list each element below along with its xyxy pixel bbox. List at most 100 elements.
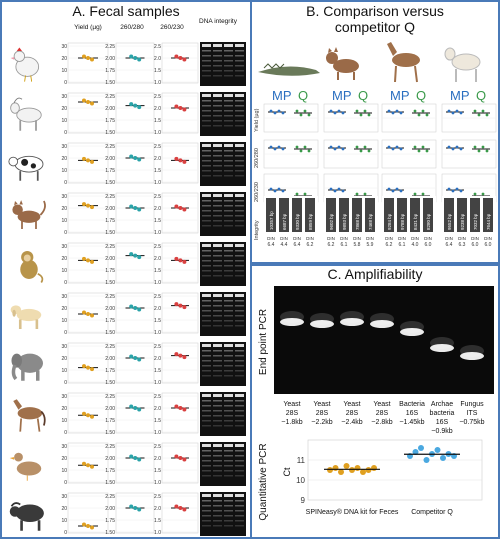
data-point	[86, 365, 90, 370]
panel-b-title-2: competitor Q	[334, 19, 416, 35]
panel-amplifiability: C. Amplifiability Yeast 28S ~1.8kb Yeast 28S…	[250, 264, 500, 539]
tick-label: 1.50	[105, 230, 115, 236]
din-value: 5.8	[354, 242, 361, 248]
lane-label: ~0.75kb	[459, 419, 484, 426]
tick-label: 2.5	[154, 244, 161, 250]
data-point	[178, 56, 183, 60]
header-260-280: 260/280	[120, 24, 144, 31]
label-mp: MP	[450, 88, 470, 103]
din-value: 6.3	[459, 242, 466, 248]
tick-label: 2.5	[154, 194, 161, 200]
din-value: 5.9	[367, 242, 374, 248]
tick-label: 20	[61, 256, 67, 262]
ratio-230-plot: 2.5 2.0 1.5 1.0	[154, 92, 199, 136]
tick-label: 1.75	[105, 468, 115, 474]
lane-label: Yeast	[343, 401, 360, 408]
tick-label: 2.00	[105, 306, 115, 312]
data-point	[86, 524, 90, 528]
yield-plot: 30 20 10 0	[61, 442, 109, 486]
data-point	[129, 454, 134, 459]
data-point	[174, 156, 179, 161]
comparison-plot	[263, 103, 319, 133]
sample-row-horse: 30 20 10 0 2.25 2.00 1.75 1.50 2.5 2.0 1.5 1.0	[2, 390, 252, 440]
tick-label: 1.5	[154, 68, 161, 74]
data-point	[174, 352, 179, 357]
tick-label: 20	[61, 356, 67, 362]
tick-label: 30	[61, 194, 67, 200]
comparison-plot	[441, 139, 497, 169]
data-point	[133, 103, 138, 108]
qpcr-label: Quantitative PCR	[258, 443, 269, 520]
tick-label: 0	[64, 180, 67, 186]
data-point	[82, 522, 86, 527]
lane-label: 28S	[316, 410, 329, 417]
ct-point	[423, 457, 430, 463]
lane-label: ITS	[467, 410, 478, 417]
lane-label: 28S	[376, 410, 389, 417]
sample-row-goat: 30 20 10 0 2.25 2.00 1.75 1.50 2.5 2.0 1.5 1.0	[2, 90, 252, 140]
tick-label: 1.75	[105, 268, 115, 274]
lane-label: ~2.2kb	[311, 419, 332, 426]
comparison-plot	[263, 139, 319, 169]
header-260-230: 260/230	[160, 24, 184, 31]
row-label: 260/230	[254, 182, 260, 202]
sample-row-monkey: 30 20 10 0 2.25 2.00 1.75 1.50 2.5 2.0 1.5 1.0	[2, 240, 252, 290]
row-plots: 30 20 10 0 2.25 2.00 1.75 1.50 2.5 2.0 1.5 1.0	[61, 442, 246, 486]
tick-label: 2.5	[154, 444, 161, 450]
yield-plot: 30 20 10 0	[61, 492, 109, 536]
row-plots: 30 20 10 0 2.25 2.00 1.75 1.50 2.5 2.0 1.5 1.0	[61, 92, 246, 136]
tick-label: 10	[61, 118, 67, 124]
comparison-plot	[381, 103, 437, 133]
data-point	[182, 107, 187, 112]
din-label: DIN	[280, 236, 288, 241]
tick-label: 10	[61, 418, 67, 424]
tick-label: 1.5	[154, 418, 161, 424]
data-point	[82, 54, 86, 59]
pcr-band	[400, 328, 424, 336]
ratio-230-plot: 2.5 2.0 1.5 1.0	[154, 442, 199, 486]
comparison-plot	[323, 103, 379, 133]
bp-label: 9238 bp	[460, 213, 465, 230]
ct-tick: 10	[296, 476, 305, 485]
tick-label: 30	[61, 244, 67, 250]
din-label: DIN	[385, 236, 393, 241]
ct-point	[412, 449, 419, 455]
ratio-230-plot: 2.5 2.0 1.5 1.0	[154, 192, 199, 236]
din-label: DIN	[293, 236, 301, 241]
ratio-230-plot: 2.5 2.0 1.5 1.0	[154, 342, 199, 386]
panel-c-title: C. Amplifiability	[327, 266, 423, 282]
tick-label: 1.0	[154, 80, 161, 86]
tick-label: 2.0	[154, 256, 161, 262]
tick-label: 2.0	[154, 506, 161, 512]
data-point	[137, 255, 142, 260]
bp-label: 9284 bp	[387, 213, 392, 230]
lane-label: bacteria	[430, 410, 455, 417]
tick-label: 2.00	[105, 206, 115, 212]
ct-axis-label: Ct	[282, 467, 292, 476]
dna-integrity-gel	[200, 92, 246, 136]
tick-label: 2.25	[105, 94, 115, 100]
tick-label: 20	[61, 56, 67, 62]
pcr-band	[310, 320, 334, 328]
bp-label: 7032 bp	[473, 213, 478, 230]
sample-row-buffalo: 30 20 10 0 2.25 2.00 1.75 1.50 2.5 2.0 1.5 1.0	[2, 490, 252, 540]
calf-icon	[444, 47, 481, 82]
din-value: 6.4	[446, 242, 453, 248]
panel-comparison: B. Comparison versus competitor Q MP Q MP Q…	[250, 0, 500, 264]
monkey-icon	[20, 251, 44, 283]
tick-label: 0	[64, 480, 67, 486]
ratio-230-plot: 2.5 2.0 1.5 1.0	[154, 292, 199, 336]
row-plots: 30 20 10 0 2.25 2.00 1.75 1.50 2.5 2.0 1.5 1.0	[61, 392, 246, 436]
data-point	[90, 259, 94, 264]
dna-integrity-gel	[200, 492, 246, 536]
tick-label: 2.00	[105, 456, 115, 462]
data-point	[86, 203, 90, 208]
data-point	[129, 154, 134, 159]
ratio-280-plot: 2.25 2.00 1.75 1.50	[105, 392, 155, 436]
data-point	[90, 313, 94, 318]
dna-integrity-gel	[200, 292, 246, 336]
comparison-plot	[441, 103, 497, 133]
data-point	[182, 57, 187, 62]
goat-icon	[10, 97, 42, 131]
